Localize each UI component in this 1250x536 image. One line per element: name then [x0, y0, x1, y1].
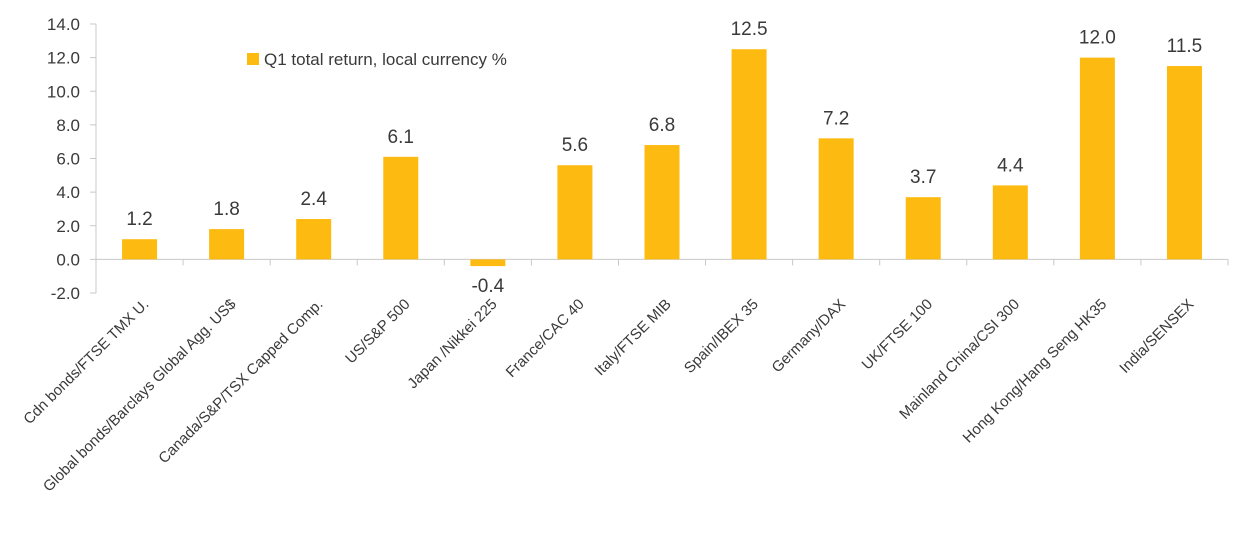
y-tick-label: 6.0: [56, 150, 80, 169]
data-label: 1.8: [213, 199, 239, 220]
bars: [122, 49, 1202, 267]
y-tick-label: 4.0: [56, 183, 80, 202]
category-label: France/CAC 40: [503, 296, 588, 381]
bar: [731, 49, 767, 260]
legend-label: Q1 total return, local currency %: [264, 50, 507, 69]
category-labels: Cdn bonds/FTSE TMX U.Global bonds/Barcla…: [20, 295, 1197, 495]
category-label: UK/FTSE 100: [859, 296, 936, 373]
bar: [557, 165, 593, 260]
bar: [383, 156, 419, 260]
bar: [905, 197, 941, 260]
y-tick-label: 14.0: [47, 15, 80, 34]
data-label: -0.4: [471, 276, 504, 297]
bar: [296, 219, 332, 260]
y-tick-label: 8.0: [56, 116, 80, 135]
category-label: Spain/IBEX 35: [681, 296, 762, 377]
category-label: Japan /Nikkei 225: [404, 296, 500, 392]
y-tick-label: 0.0: [56, 250, 80, 269]
bar: [122, 239, 158, 260]
y-tick-label: 12.0: [47, 49, 80, 68]
bar: [818, 138, 854, 260]
data-label: 12.5: [731, 19, 768, 40]
data-label: 1.2: [126, 209, 152, 230]
data-label: 7.2: [823, 108, 849, 129]
bar: [992, 185, 1028, 260]
bar: [1079, 57, 1115, 260]
category-label: Italy/FTSE MIB: [591, 296, 674, 379]
data-label: 5.6: [562, 135, 588, 156]
y-tick-label: -2.0: [51, 284, 80, 303]
legend: Q1 total return, local currency %: [247, 50, 507, 69]
legend-swatch: [247, 53, 259, 65]
y-axis: -2.0 0.0 2.0 4.0 6.0 8.0 10.0 12.0 14.0: [47, 15, 97, 303]
data-label: 6.8: [649, 115, 675, 136]
data-label: 6.1: [388, 127, 414, 148]
category-label: Global bonds/Barclays Global Agg. US$: [40, 295, 240, 495]
data-label: 12.0: [1079, 28, 1116, 49]
data-label: 4.4: [997, 155, 1024, 176]
y-tick-label: 2.0: [56, 217, 80, 236]
data-label: 2.4: [300, 189, 327, 210]
bar: [1166, 66, 1202, 260]
bar: [644, 145, 680, 260]
data-label: 3.7: [910, 167, 936, 188]
bar: [470, 259, 506, 267]
category-label: Hong Kong/Hang Seng HK35: [960, 296, 1111, 447]
category-label: US/S&P 500: [342, 296, 413, 367]
category-label: Germany/DAX: [769, 296, 849, 376]
category-label: India/SENSEX: [1116, 296, 1197, 377]
data-labels: 1.2 1.8 2.4 6.1 -0.4 5.6 6.8 12.5 7.2 3.7 4.4 12.0 1…: [126, 19, 1202, 297]
y-tick-label: 10.0: [47, 82, 80, 101]
x-axis: [95, 258, 1229, 266]
bar: [209, 229, 245, 260]
data-label: 11.5: [1167, 36, 1203, 57]
category-label: Canada/S&P/TSX Capped Comp.: [155, 296, 326, 467]
